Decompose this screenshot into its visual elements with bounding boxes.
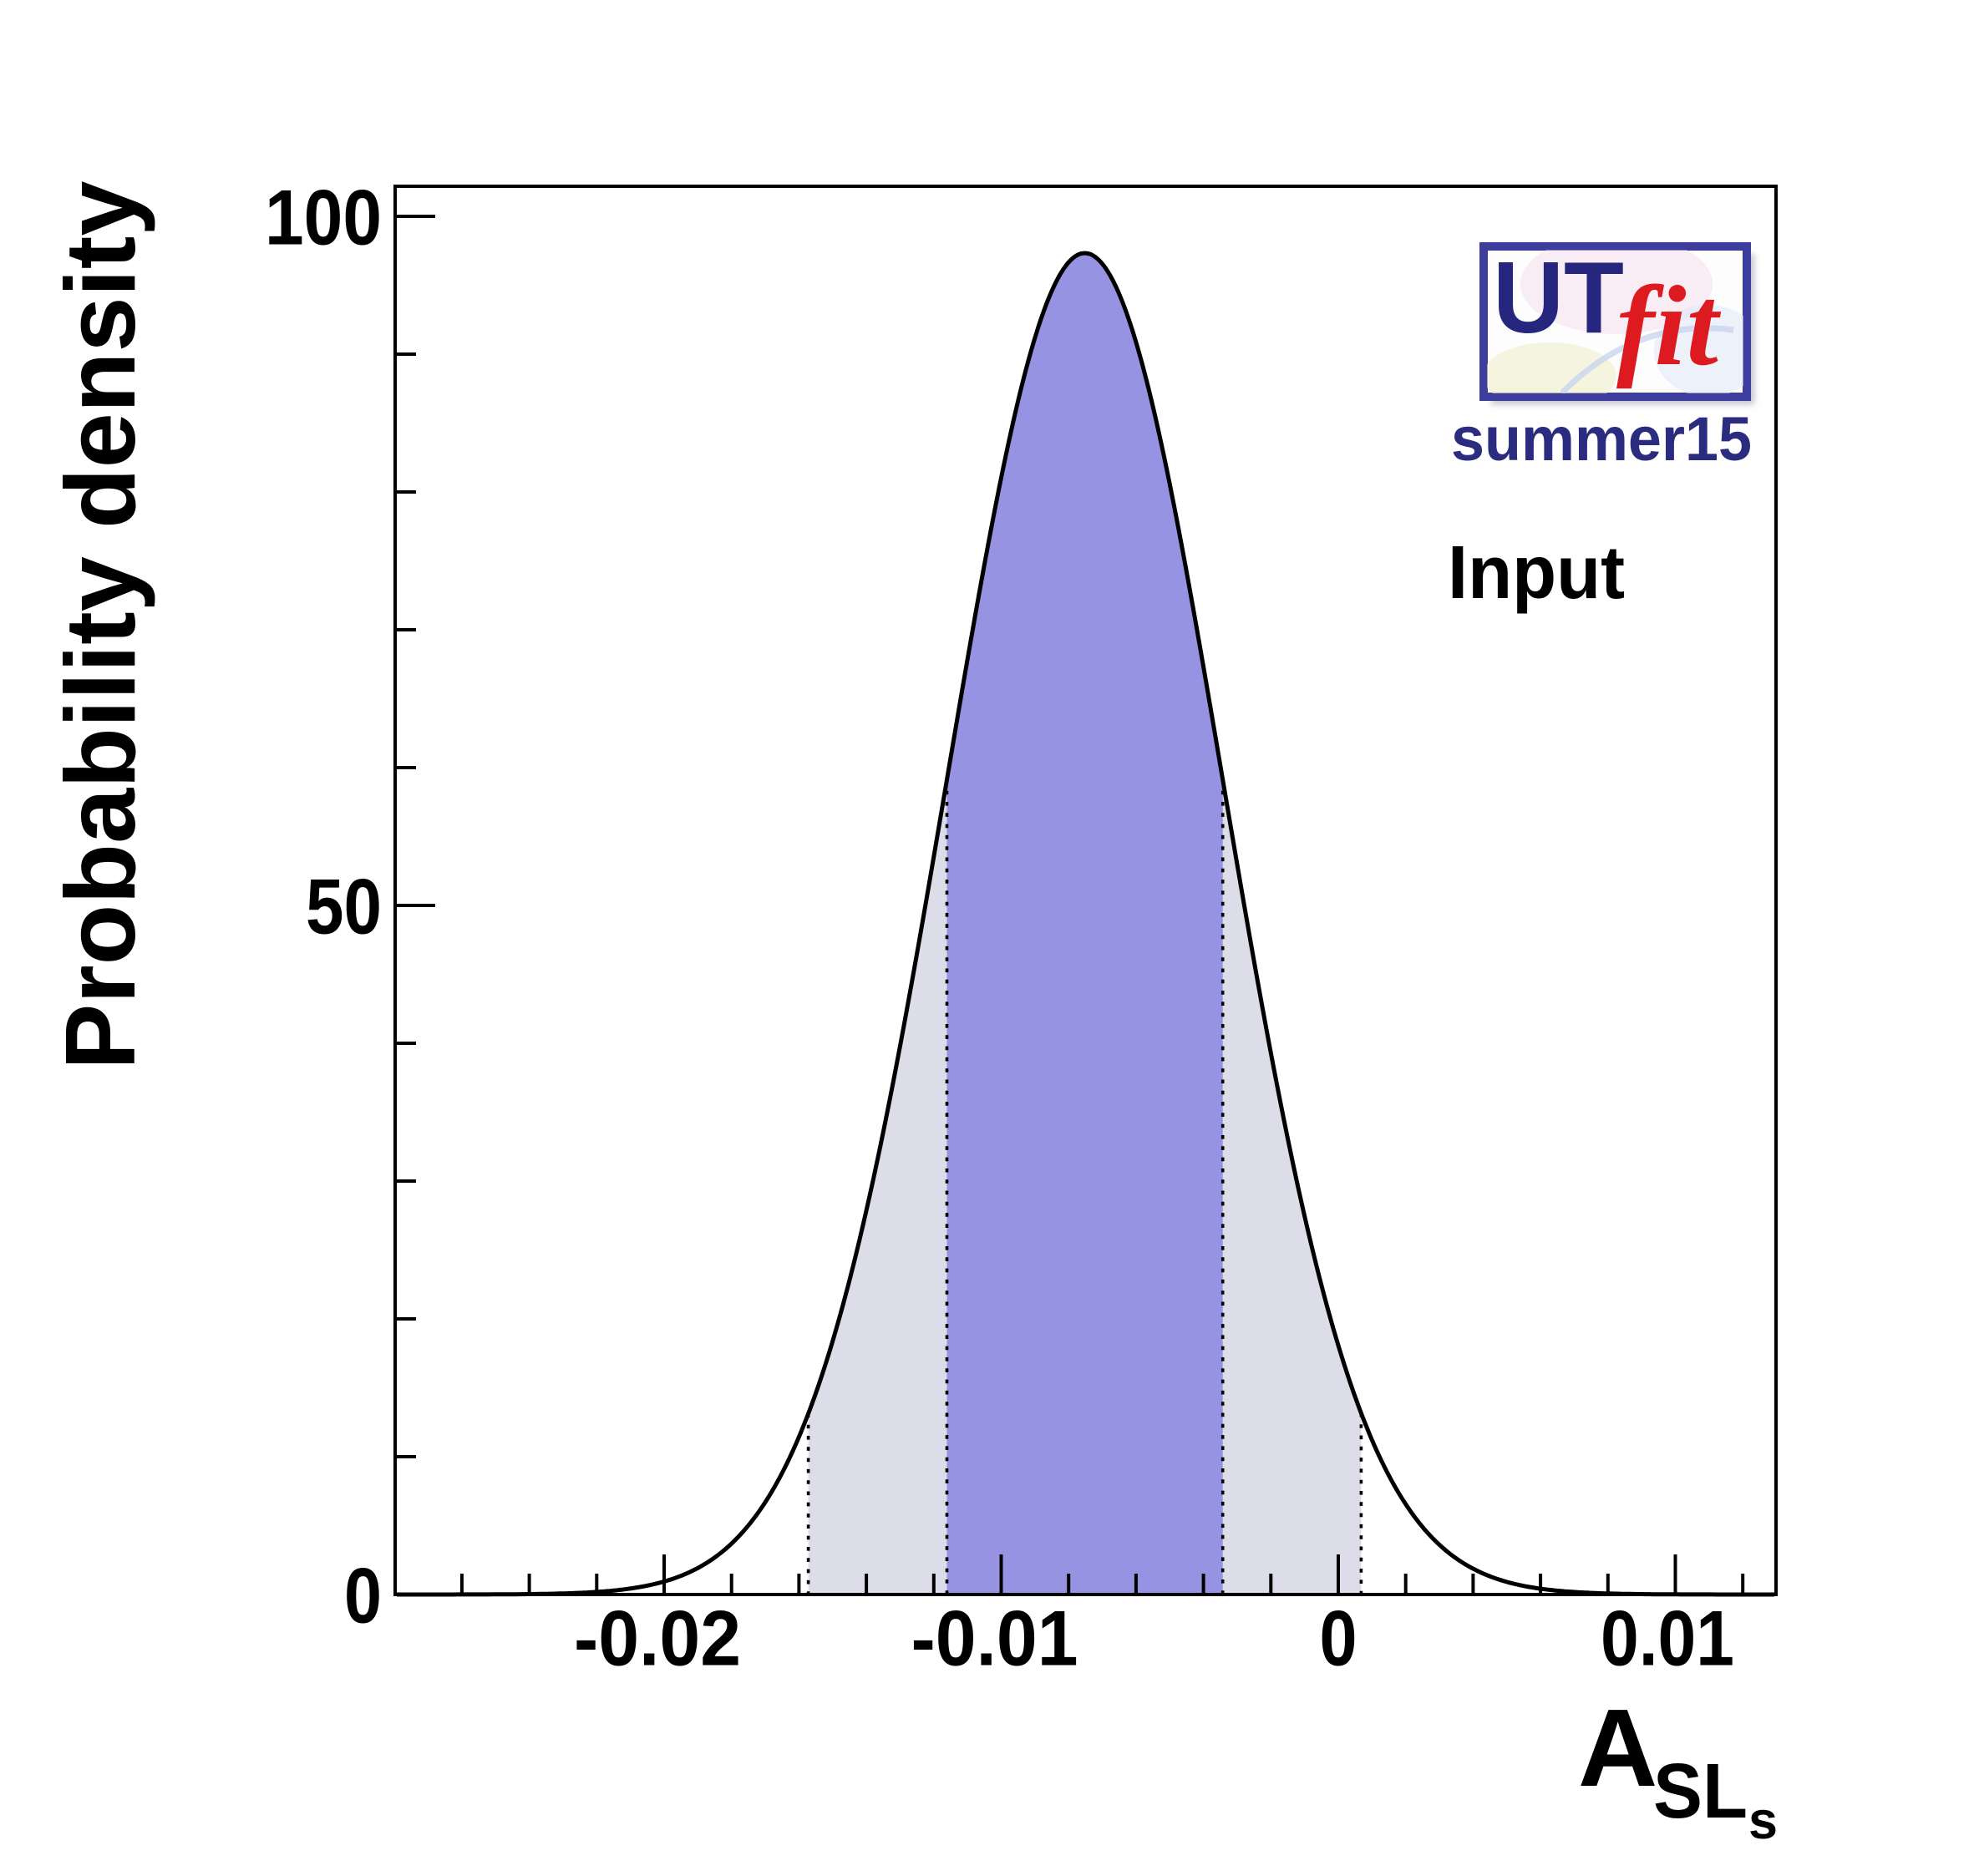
svg-text:Probability density: Probability density bbox=[45, 180, 156, 1070]
svg-text:-0.02: -0.02 bbox=[574, 1595, 741, 1682]
svg-text:UT: UT bbox=[1493, 241, 1624, 354]
svg-text:-0.01: -0.01 bbox=[911, 1595, 1078, 1682]
svg-text:0: 0 bbox=[1320, 1595, 1357, 1682]
svg-text:Input: Input bbox=[1448, 531, 1625, 615]
svg-text:s: s bbox=[1748, 1792, 1778, 1850]
svg-text:A: A bbox=[1578, 1686, 1657, 1809]
svg-text:summer15: summer15 bbox=[1451, 404, 1752, 474]
svg-text:0.01: 0.01 bbox=[1601, 1595, 1734, 1682]
svg-text:100: 100 bbox=[265, 174, 382, 261]
svg-text:SL: SL bbox=[1653, 1747, 1748, 1834]
svg-text:fit: fit bbox=[1616, 262, 1722, 389]
svg-text:50: 50 bbox=[306, 863, 382, 951]
svg-text:0: 0 bbox=[344, 1552, 382, 1640]
